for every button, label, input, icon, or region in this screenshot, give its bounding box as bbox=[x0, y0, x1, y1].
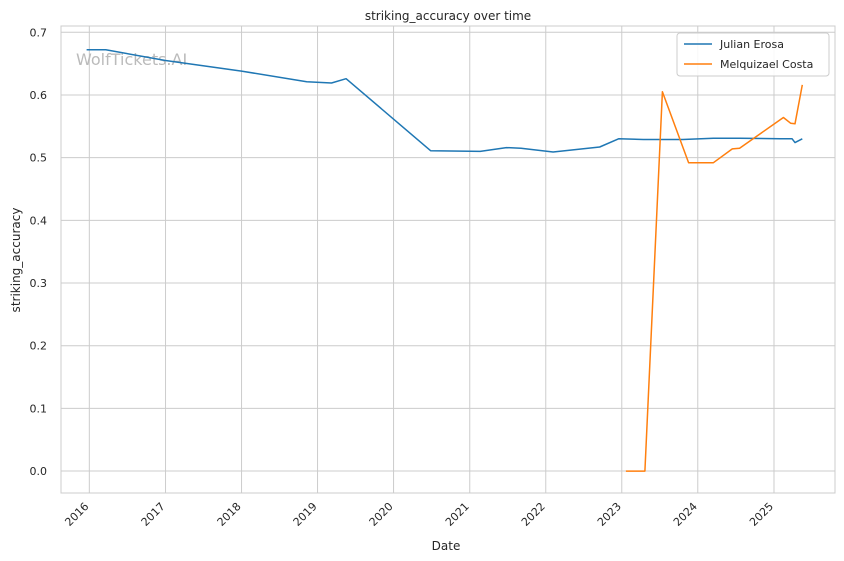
legend: Julian Erosa Melquizael Costa bbox=[676, 32, 830, 77]
legend-box bbox=[676, 32, 830, 77]
series-line-julian-erosa bbox=[86, 49, 803, 153]
plot-area-frame bbox=[60, 25, 836, 494]
x-tick-label: 2016 bbox=[62, 500, 91, 529]
chart-title: striking_accuracy over time bbox=[365, 9, 531, 23]
x-tick-label: 2017 bbox=[139, 500, 168, 529]
x-tick-label: 2019 bbox=[291, 500, 320, 529]
series-line-melquizael-costa bbox=[625, 84, 804, 472]
x-tick-labels: 2016 2017 2018 2019 2020 2021 2022 2023 2024 2025 bbox=[62, 500, 776, 529]
y-tick-labels: 0.0 0.1 0.2 0.3 0.4 0.5 0.6 0.7 bbox=[30, 26, 48, 478]
y-tick-label: 0.4 bbox=[30, 214, 48, 227]
x-tick-label: 2020 bbox=[367, 500, 396, 529]
watermark-text: WolfTickets.AI bbox=[76, 50, 187, 69]
y-tick-label: 0.2 bbox=[30, 340, 48, 353]
legend-label: Melquizael Costa bbox=[720, 58, 813, 71]
y-tick-label: 0.5 bbox=[30, 152, 48, 165]
y-tick-label: 0.7 bbox=[30, 26, 48, 39]
legend-items: Julian Erosa Melquizael Costa bbox=[684, 38, 813, 71]
grid bbox=[61, 26, 835, 493]
x-axis-label: Date bbox=[432, 539, 461, 553]
y-tick-label: 0.3 bbox=[30, 277, 48, 290]
series-lines bbox=[86, 49, 804, 472]
y-tick-label: 0.1 bbox=[30, 402, 48, 415]
x-tick-label: 2025 bbox=[747, 500, 776, 529]
x-tick-label: 2021 bbox=[443, 500, 472, 529]
x-tick-label: 2022 bbox=[519, 500, 548, 529]
x-tick-label: 2018 bbox=[215, 500, 244, 529]
legend-label: Julian Erosa bbox=[719, 38, 784, 51]
x-tick-label: 2024 bbox=[671, 500, 700, 529]
y-tick-label: 0.6 bbox=[30, 89, 48, 102]
y-tick-label: 0.0 bbox=[30, 465, 48, 478]
y-axis-label: striking_accuracy bbox=[9, 208, 23, 313]
x-tick-label: 2023 bbox=[595, 500, 624, 529]
